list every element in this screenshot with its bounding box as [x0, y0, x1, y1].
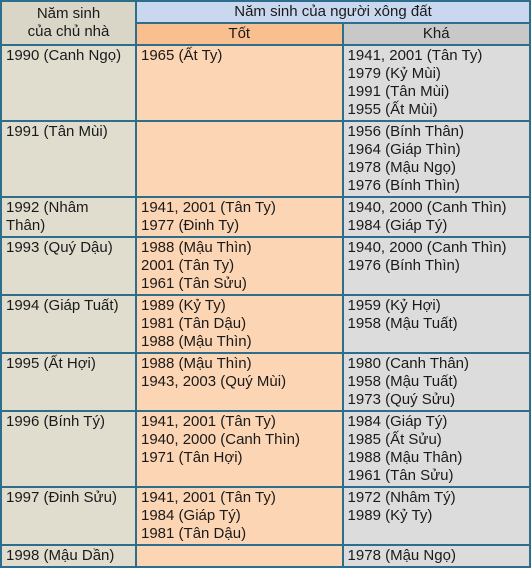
- fair-guest-cell: 1972 (Nhâm Tý) 1989 (Kỷ Ty): [343, 488, 529, 544]
- fair-column-header: Khá: [343, 24, 529, 44]
- good-guest-cell: 1941, 2001 (Tân Ty) 1984 (Giáp Tý) 1981 (T…: [137, 488, 342, 544]
- owner-entry: 1998 (Mậu Dần): [6, 547, 115, 564]
- good-entry: 1943, 2003 (Quý Mùi): [141, 373, 287, 390]
- table-row: 1992 (Nhâm Thân) 1941, 2001 (Tân Ty) 1977 (…: [2, 198, 529, 236]
- owner-entry: 1994 (Giáp Tuất): [6, 297, 119, 314]
- fair-entry: 1978 (Mậu Ngọ): [347, 547, 456, 564]
- good-column-header: Tốt: [137, 24, 342, 44]
- owner-entry: 1992 (Nhâm: [6, 199, 89, 216]
- good-guest-cell: [137, 122, 342, 196]
- fair-entry: 1976 (Bính Thìn): [347, 257, 460, 274]
- good-entry: 1965 (Ất Ty): [141, 47, 223, 64]
- header-row-1: Năm sinh của chủ nhà Năm sinh của người …: [2, 2, 529, 44]
- good-entry: 1989 (Kỷ Ty): [141, 297, 226, 314]
- fair-guest-cell: 1940, 2000 (Canh Thìn) 1976 (Bính Thìn): [343, 238, 529, 294]
- good-entry: 1988 (Mậu Thìn): [141, 355, 252, 372]
- owner-year-cell: 1998 (Mậu Dần): [2, 546, 135, 566]
- fair-entry: 1964 (Giáp Thìn): [347, 141, 461, 158]
- good-entry: 1971 (Tân Hợi): [141, 449, 243, 466]
- fair-entry: 1978 (Mậu Ngọ): [347, 159, 456, 176]
- owner-entry: 1990 (Canh Ngọ): [6, 47, 122, 64]
- good-entry: 1988 (Mậu Thìn): [141, 239, 252, 256]
- good-entry: 1988 (Mậu Thìn): [141, 333, 252, 350]
- fair-guest-cell: 1959 (Kỷ Hợi) 1958 (Mậu Tuất): [343, 296, 529, 352]
- fair-entry: 1940, 2000 (Canh Thìn): [347, 239, 507, 256]
- table-row: 1990 (Canh Ngọ) 1965 (Ất Ty) 1941, 2001 (T…: [2, 46, 529, 120]
- table-row: 1995 (Ất Hợi) 1988 (Mậu Thìn) 1943, 2003 (…: [2, 354, 529, 410]
- good-guest-cell: 1989 (Kỷ Ty) 1981 (Tân Dậu) 1988 (Mậu Thìn…: [137, 296, 342, 352]
- good-entry: 2001 (Tân Ty): [141, 257, 235, 274]
- header-row-2: Tốt Khá: [2, 24, 529, 44]
- fair-entry: 1980 (Canh Thân): [347, 355, 470, 372]
- owner-year-cell: 1993 (Quý Dậu): [2, 238, 135, 294]
- fair-entry: 1989 (Kỷ Ty): [347, 507, 433, 524]
- fair-entry: 1956 (Bính Thân): [347, 123, 465, 140]
- good-entry: 1940, 2000 (Canh Thìn): [141, 431, 301, 448]
- owner-header-line-1: Năm sinh: [36, 5, 101, 22]
- good-guest-cell: 1965 (Ất Ty): [137, 46, 342, 120]
- table-row: 1993 (Quý Dậu) 1988 (Mậu Thìn) 2001 (Tân T…: [2, 238, 529, 294]
- owner-year-cell: 1994 (Giáp Tuất): [2, 296, 135, 352]
- good-guest-cell: 1941, 2001 (Tân Ty) 1977 (Đinh Ty): [137, 198, 342, 236]
- table-row: 1991 (Tân Mùi) 1956 (Bính Thân) 1964 (Giáp…: [2, 122, 529, 196]
- guest-column-header: Năm sinh của người xông đất: [137, 2, 529, 22]
- owner-entry: Thân): [6, 217, 46, 234]
- owner-year-cell: 1991 (Tân Mùi): [2, 122, 135, 196]
- fair-guest-cell: 1980 (Canh Thân) 1958 (Mậu Tuất) 1973 (Quý…: [343, 354, 529, 410]
- fair-entry: 1984 (Giáp Tý): [347, 217, 448, 234]
- good-entry: 1977 (Đinh Ty): [141, 217, 240, 234]
- good-entry: 1984 (Giáp Tý): [141, 507, 241, 524]
- owner-year-cell: 1997 (Đinh Sửu): [2, 488, 135, 544]
- table-row: 1996 (Bính Tý) 1941, 2001 (Tân Ty) 1940, 2…: [2, 412, 529, 486]
- fair-entry: 1941, 2001 (Tân Ty): [347, 47, 483, 64]
- good-guest-cell: 1988 (Mậu Thìn) 1943, 2003 (Quý Mùi): [137, 354, 342, 410]
- fair-guest-cell: 1940, 2000 (Canh Thìn) 1984 (Giáp Tý): [343, 198, 529, 236]
- fair-entry: 1979 (Kỷ Mùi): [347, 65, 441, 82]
- table-body: 1990 (Canh Ngọ) 1965 (Ất Ty) 1941, 2001 (T…: [2, 46, 529, 566]
- owner-entry: 1997 (Đinh Sửu): [6, 489, 117, 506]
- owner-header-line-2: của chủ nhà: [27, 23, 110, 40]
- table-row: 1994 (Giáp Tuất) 1989 (Kỷ Ty) 1981 (Tân Dậ…: [2, 296, 529, 352]
- table-header: Năm sinh của chủ nhà Năm sinh của người …: [2, 2, 529, 44]
- fair-entry: 1940, 2000 (Canh Thìn): [347, 199, 507, 216]
- good-guest-cell: 1941, 2001 (Tân Ty) 1940, 2000 (Canh Thìn…: [137, 412, 342, 486]
- fair-entry: 1958 (Mậu Tuất): [347, 373, 458, 390]
- fair-guest-cell: 1978 (Mậu Ngọ): [343, 546, 529, 566]
- fair-entry: 1958 (Mậu Tuất): [347, 315, 458, 332]
- owner-entry: 1993 (Quý Dậu): [6, 239, 113, 256]
- fair-guest-cell: 1956 (Bính Thân) 1964 (Giáp Thìn) 1978 (Mậ…: [343, 122, 529, 196]
- fair-entry: 1959 (Kỷ Hợi): [347, 297, 441, 314]
- owner-entry: 1996 (Bính Tý): [6, 413, 105, 430]
- fair-entry: 1973 (Quý Sửu): [347, 391, 456, 408]
- good-entry: 1981 (Tân Dậu): [141, 525, 247, 542]
- good-entry: 1981 (Tân Dậu): [141, 315, 247, 332]
- fair-entry: 1961 (Tân Sửu): [347, 467, 454, 484]
- owner-entry: 1995 (Ất Hợi): [6, 355, 96, 372]
- fair-entry: 1988 (Mậu Thân): [347, 449, 463, 466]
- owner-year-cell: 1990 (Canh Ngọ): [2, 46, 135, 120]
- good-guest-cell: [137, 546, 342, 566]
- fair-entry: 1976 (Bính Thìn): [347, 177, 460, 194]
- table-row: 1997 (Đinh Sửu) 1941, 2001 (Tân Ty) 1984 (…: [2, 488, 529, 544]
- good-entry: 1961 (Tân Sửu): [141, 275, 247, 292]
- owner-year-cell: 1992 (Nhâm Thân): [2, 198, 135, 236]
- fair-entry: 1991 (Tân Mùi): [347, 83, 450, 100]
- good-entry: 1941, 2001 (Tân Ty): [141, 489, 276, 506]
- fair-entry: 1984 (Giáp Tý): [347, 413, 448, 430]
- fair-entry: 1972 (Nhâm Tý): [347, 489, 456, 506]
- fair-guest-cell: 1941, 2001 (Tân Ty) 1979 (Kỷ Mùi) 1991 (Tâ…: [343, 46, 529, 120]
- fair-guest-cell: 1984 (Giáp Tý) 1985 (Ất Sửu) 1988 (Mậu Thâ…: [343, 412, 529, 486]
- owner-column-header: Năm sinh của chủ nhà: [2, 2, 135, 44]
- fair-entry: 1955 (Ất Mùi): [347, 101, 438, 118]
- table-row: 1998 (Mậu Dần) 1978 (Mậu Ngọ): [2, 546, 529, 566]
- fair-entry: 1985 (Ất Sửu): [347, 431, 442, 448]
- good-entry: 1941, 2001 (Tân Ty): [141, 413, 276, 430]
- owner-entry: 1991 (Tân Mùi): [6, 123, 108, 140]
- good-guest-cell: 1988 (Mậu Thìn) 2001 (Tân Ty) 1961 (Tân Sử…: [137, 238, 342, 294]
- owner-year-cell: 1995 (Ất Hợi): [2, 354, 135, 410]
- owner-year-cell: 1996 (Bính Tý): [2, 412, 135, 486]
- good-entry: 1941, 2001 (Tân Ty): [141, 199, 276, 216]
